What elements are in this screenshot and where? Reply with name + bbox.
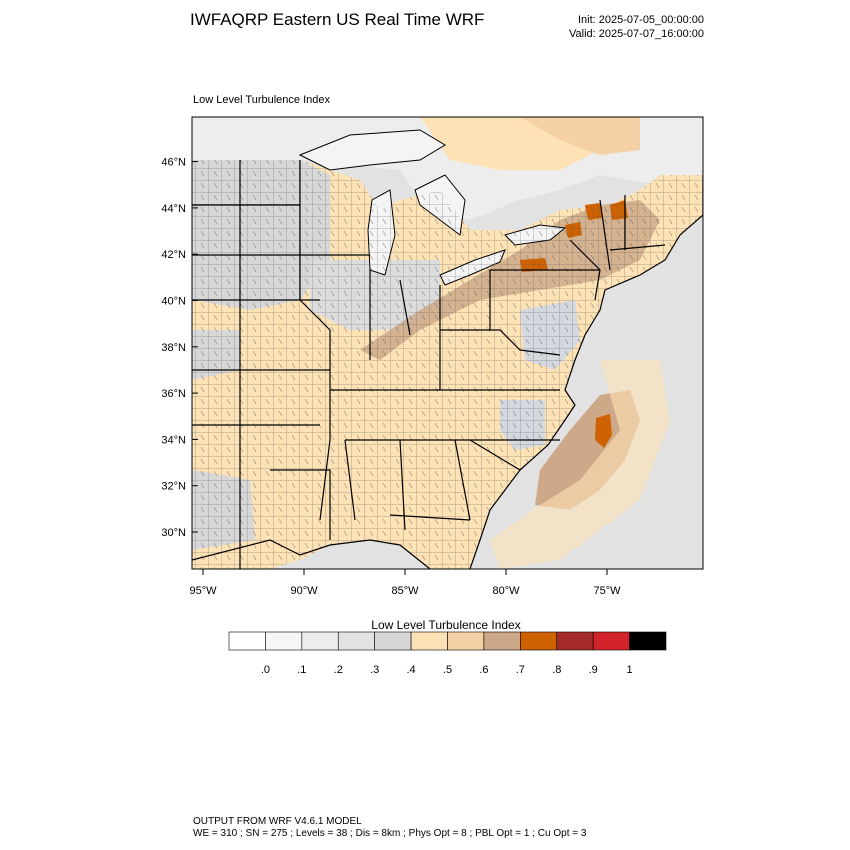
lat-tick-label: 42°N bbox=[161, 249, 186, 261]
colorbar-bin bbox=[629, 631, 667, 651]
colorbar-bin bbox=[447, 631, 485, 651]
colorbar-bin bbox=[228, 631, 266, 651]
valid-time: Valid: 2025-07-07_16:00:00 bbox=[569, 28, 704, 40]
colorbar-tick-label: .5 bbox=[443, 664, 452, 676]
lat-tick-label: 46°N bbox=[161, 157, 186, 169]
colorbar-title: Low Level Turbulence Index bbox=[371, 618, 521, 632]
colorbar-bin bbox=[592, 631, 630, 651]
colorbar-bin bbox=[556, 631, 594, 651]
canada-mid-turbulence bbox=[520, 117, 640, 155]
colorbar-bin bbox=[520, 631, 558, 651]
lake-superior bbox=[298, 129, 446, 171]
map-area bbox=[192, 117, 703, 569]
lon-tick-label: 95°W bbox=[189, 585, 217, 597]
colorbar-tick-label: .0 bbox=[261, 664, 270, 676]
colorbar-tick-label: .8 bbox=[552, 664, 561, 676]
colorbar-bin bbox=[410, 631, 448, 651]
colorbar-tick-label: .4 bbox=[406, 664, 415, 676]
latitude-axis: 46°N 44°N 42°N 40°N 38°N 36°N 34°N 32°N 30°N bbox=[161, 157, 198, 539]
map-frame bbox=[191, 116, 704, 570]
colorbar-tick-label: .1 bbox=[297, 664, 306, 676]
lat-tick-label: 38°N bbox=[161, 342, 186, 354]
ocean-tan-plume bbox=[535, 390, 640, 510]
model-info-line1: OUTPUT FROM WRF V4.6.1 MODEL bbox=[193, 816, 362, 827]
colorbar-bin bbox=[265, 631, 303, 651]
colorbar-tick-label: .3 bbox=[370, 664, 379, 676]
colorbar-tick-label: .7 bbox=[516, 664, 525, 676]
lon-tick-label: 90°W bbox=[290, 585, 318, 597]
lon-tick-label: 85°W bbox=[391, 585, 419, 597]
lat-tick-label: 34°N bbox=[161, 434, 186, 446]
lat-tick-label: 30°N bbox=[161, 527, 186, 539]
colorbar-tick-label: .9 bbox=[589, 664, 598, 676]
colorbar-bin bbox=[337, 631, 375, 651]
init-time: Init: 2025-07-05_00:00:00 bbox=[578, 14, 704, 26]
lat-tick-label: 44°N bbox=[161, 203, 186, 215]
county-boundaries bbox=[192, 160, 703, 569]
lat-tick-label: 40°N bbox=[161, 296, 186, 308]
colorbar-bin bbox=[301, 631, 339, 651]
lat-tick-label: 32°N bbox=[161, 481, 186, 493]
colorbar-bin bbox=[483, 631, 521, 651]
lat-tick-label: 36°N bbox=[161, 388, 186, 400]
map-field-label: Low Level Turbulence Index bbox=[193, 94, 330, 106]
longitude-axis: 95°W 90°W 85°W 80°W 75°W bbox=[189, 569, 621, 597]
colorbar-bin bbox=[374, 631, 412, 651]
orange-cell-offshore bbox=[595, 414, 612, 448]
gulf-coastline bbox=[192, 539, 431, 569]
colorbar: .0 .1 .2 .3 .4 .5 .6 .7 .8 .9 1 bbox=[228, 631, 667, 676]
ocean-low-plume bbox=[490, 360, 670, 569]
model-info-line2: WE = 310 ; SN = 275 ; Levels = 38 ; Dis … bbox=[193, 828, 587, 839]
state-boundaries bbox=[192, 160, 666, 569]
lon-tick-label: 80°W bbox=[492, 585, 520, 597]
plot-title: IWFAQRP Eastern US Real Time WRF bbox=[190, 10, 485, 29]
colorbar-tick-label: 1 bbox=[627, 664, 633, 676]
lon-tick-label: 75°W bbox=[593, 585, 621, 597]
atlantic-coastline bbox=[469, 214, 703, 569]
colorbar-tick-label: .6 bbox=[479, 664, 488, 676]
colorbar-tick-label: .2 bbox=[334, 664, 343, 676]
